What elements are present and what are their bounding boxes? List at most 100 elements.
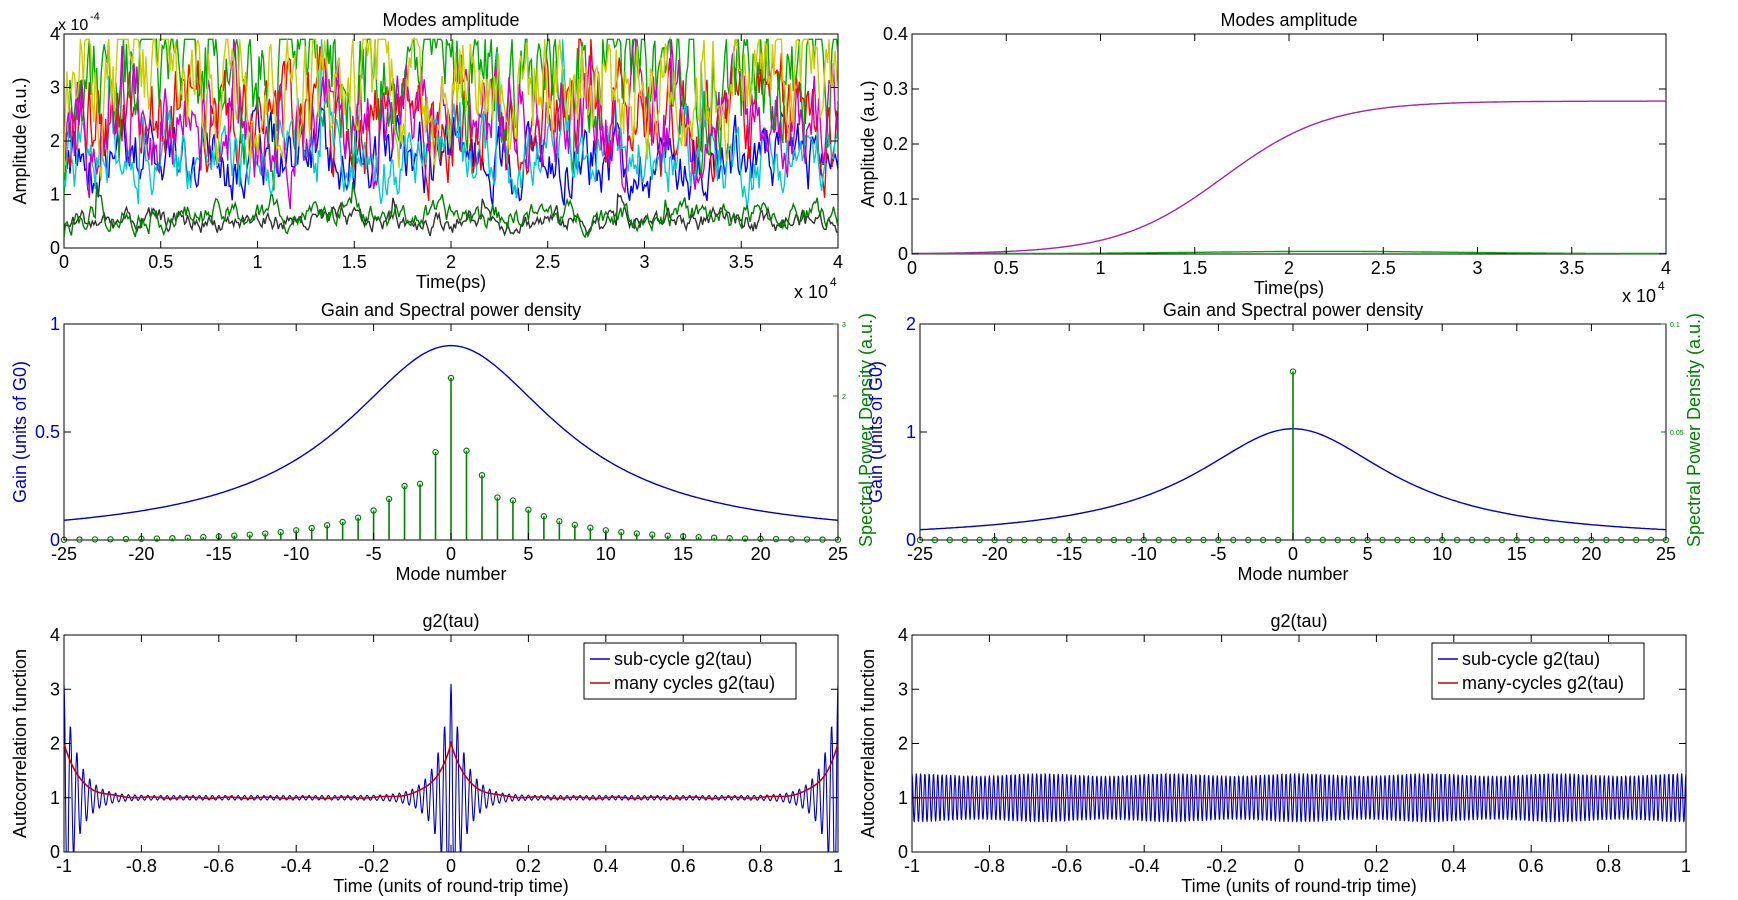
y-right-tick-label: 0.1 xyxy=(1670,322,1680,329)
x-tick-label: -0.6 xyxy=(1051,856,1082,876)
spd-marker xyxy=(416,480,424,488)
x-tick-label: -0.2 xyxy=(1206,856,1237,876)
spd-marker xyxy=(91,536,99,543)
x-tick-label: 0.6 xyxy=(671,856,696,876)
spd-marker xyxy=(1453,536,1461,544)
legend-label-sub-cycle: sub-cycle g2(tau) xyxy=(1462,649,1600,669)
y-tick-label: 4 xyxy=(50,24,60,44)
x-tick-label: 15 xyxy=(673,544,693,564)
spd-marker xyxy=(308,524,315,532)
x-axis-label: Time(ps) xyxy=(1254,278,1324,298)
mode-series-line xyxy=(64,36,838,199)
chart-title: Modes amplitude xyxy=(382,10,519,30)
x-tick-label: 0 xyxy=(59,252,69,272)
spd-marker xyxy=(76,536,83,543)
spd-marker xyxy=(200,533,207,541)
x-tick-label: -25 xyxy=(51,544,77,564)
spd-marker xyxy=(293,527,300,534)
spd-marker xyxy=(1334,536,1341,544)
x-tick-label: -0.6 xyxy=(203,856,234,876)
spd-marker xyxy=(354,514,362,521)
sub-cycle-g2-line xyxy=(64,683,838,852)
x-tick-label: -0.8 xyxy=(974,856,1005,876)
spd-marker xyxy=(1603,536,1610,544)
spd-marker xyxy=(1200,536,1207,544)
x-tick-label: 0.2 xyxy=(516,856,541,876)
x-tick-label: -0.4 xyxy=(281,856,312,876)
x-tick-label: 0 xyxy=(446,856,456,876)
x-tick-label: 10 xyxy=(1432,544,1452,564)
x-tick-label: 1 xyxy=(833,856,843,876)
spd-marker xyxy=(976,536,983,544)
x-tick-label: 15 xyxy=(1507,544,1527,564)
spd-marker xyxy=(1632,536,1640,544)
spd-marker xyxy=(525,506,532,513)
series-group xyxy=(912,772,1686,823)
x-tick-label: -5 xyxy=(1210,544,1226,564)
x-exponent-power: 4 xyxy=(1658,279,1665,293)
spd-marker xyxy=(401,482,408,490)
y-tick-label: 0.4 xyxy=(883,24,908,44)
chart-gain-spectral-density-1: Gain and Spectral power density Mode numb… xyxy=(10,300,876,584)
spd-marker xyxy=(772,535,780,543)
x-tick-label: -0.2 xyxy=(358,856,389,876)
spd-marker xyxy=(741,535,749,542)
spd-marker xyxy=(540,513,548,520)
y-tick-label: 2 xyxy=(50,131,60,151)
x-exponent-power: 4 xyxy=(830,275,837,289)
x-tick-label: -0.4 xyxy=(1129,856,1160,876)
y-tick-label: 0 xyxy=(50,842,60,862)
spd-marker xyxy=(602,527,610,534)
chart-g2-tau-2: g2(tau) Time (units of round-trip time) Au… xyxy=(858,611,1691,896)
spd-marker xyxy=(1051,536,1058,544)
spd-marker xyxy=(1543,536,1550,544)
x-tick-label: 0.5 xyxy=(148,252,173,272)
spd-marker xyxy=(788,536,795,543)
x-tick-label: -20 xyxy=(128,544,154,564)
y-exponent-power: -4 xyxy=(90,11,100,23)
y-axis-label: Autocorrelation function xyxy=(10,649,30,838)
y-tick-label: 0 xyxy=(50,238,60,258)
x-tick-label: 1.5 xyxy=(1182,258,1207,278)
spd-marker xyxy=(1409,536,1416,544)
legend-box xyxy=(1431,642,1645,700)
y-tick-label: 4 xyxy=(50,625,60,645)
spd-marker xyxy=(1349,536,1356,544)
spd-marker xyxy=(819,536,826,543)
x-tick-label: 3.5 xyxy=(729,252,754,272)
y-right-tick-label: 2 xyxy=(842,394,846,401)
y-tick-label: 0 xyxy=(898,244,908,264)
spd-marker xyxy=(1080,536,1088,544)
spd-marker xyxy=(931,536,939,544)
x-tick-label: 5 xyxy=(1363,544,1373,564)
legend: sub-cycle g2(tau) many cycles g2(tau) xyxy=(583,642,797,700)
x-tick-label: 0 xyxy=(907,258,917,278)
x-tick-label: 1.5 xyxy=(342,252,367,272)
spd-marker xyxy=(1259,536,1267,544)
legend: sub-cycle g2(tau) many-cycles g2(tau) xyxy=(1431,642,1645,700)
spd-marker xyxy=(1304,536,1312,544)
y-right-tick-label: 0.05 xyxy=(1670,430,1684,437)
spd-marker xyxy=(946,536,954,544)
spd-marker xyxy=(618,528,625,536)
mode-series-line xyxy=(64,97,838,207)
y-tick-label: 1 xyxy=(50,788,60,808)
y-exponent-base: x 10 xyxy=(58,17,88,34)
y-tick-label: 2 xyxy=(898,734,908,754)
x-tick-label: 0.4 xyxy=(1441,856,1466,876)
y-axis-label: Amplitude (a.u.) xyxy=(10,77,30,204)
x-axis-label: Mode number xyxy=(395,564,506,584)
y-tick-label: 0.3 xyxy=(883,79,908,99)
spd-marker xyxy=(1110,536,1118,544)
x-tick-label: -5 xyxy=(366,544,382,564)
chart-modes-amplitude-noisy: Modes amplitude Time(ps) Amplitude (a.u.) 0… xyxy=(10,10,843,302)
x-tick-label: 0.6 xyxy=(1519,856,1544,876)
x-tick-label: 20 xyxy=(751,544,771,564)
x-tick-label: 0.8 xyxy=(748,856,773,876)
chart-title: g2(tau) xyxy=(1270,611,1327,631)
x-tick-label: 0.8 xyxy=(1596,856,1621,876)
spd-marker xyxy=(1185,536,1192,544)
x-tick-label: -1 xyxy=(904,856,920,876)
